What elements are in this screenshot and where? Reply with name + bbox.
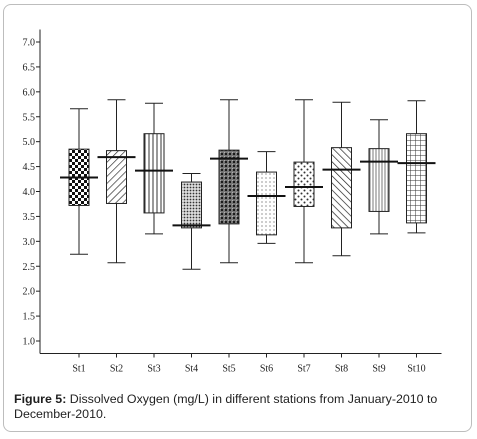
box-iqr bbox=[293, 161, 315, 207]
y-tick-label: 6.5 bbox=[23, 62, 36, 73]
box-iqr bbox=[256, 171, 277, 236]
boxplot-chart: 1.01.52.02.53.03.54.04.55.05.56.06.57.0 … bbox=[23, 29, 442, 374]
box-st4 bbox=[172, 173, 211, 270]
box-iqr bbox=[406, 133, 427, 224]
x-tick-label: St9 bbox=[372, 363, 385, 374]
y-tick-label: 7.0 bbox=[23, 38, 36, 49]
y-tick-label: 4.5 bbox=[23, 162, 36, 173]
box-st5 bbox=[210, 99, 248, 264]
box-st8 bbox=[322, 101, 361, 257]
x-tick-label: St6 bbox=[260, 363, 273, 374]
box-st9 bbox=[360, 119, 398, 235]
box-iqr bbox=[143, 133, 165, 214]
box-st7 bbox=[285, 99, 323, 264]
y-tick-label: 5.0 bbox=[23, 137, 36, 148]
y-tick-label: 5.5 bbox=[23, 112, 36, 123]
figure-caption: Figure 5: Dissolved Oxygen (mg/L) in dif… bbox=[14, 392, 466, 422]
box-st10 bbox=[397, 100, 436, 234]
box-iqr bbox=[218, 149, 240, 225]
x-tick-label: St4 bbox=[185, 363, 198, 374]
x-tick-label: St8 bbox=[335, 363, 348, 374]
caption-text: Dissolved Oxygen (mg/L) in different sta… bbox=[14, 392, 438, 421]
y-tick-label: 1.0 bbox=[23, 337, 36, 348]
box-st3 bbox=[135, 102, 173, 235]
y-tick-label: 3.0 bbox=[23, 237, 36, 248]
box-st2 bbox=[97, 99, 136, 264]
caption-label: Figure 5: bbox=[14, 392, 67, 406]
box-iqr bbox=[331, 147, 352, 229]
x-tick-label: St10 bbox=[407, 363, 425, 374]
x-tick-label: St2 bbox=[110, 363, 123, 374]
x-tick-label: St7 bbox=[297, 363, 310, 374]
box-iqr bbox=[368, 148, 390, 212]
y-tick-label: 1.5 bbox=[23, 312, 36, 323]
box-st1 bbox=[60, 108, 98, 255]
x-tick-label: St3 bbox=[147, 363, 160, 374]
y-tick-label: 3.5 bbox=[23, 212, 36, 223]
x-tick-label: St1 bbox=[72, 363, 85, 374]
box-st6 bbox=[247, 151, 286, 244]
box-iqr bbox=[181, 181, 202, 229]
y-tick-label: 6.0 bbox=[23, 87, 36, 98]
x-axis: St1 St2 St3 St4 St5 St6 St7 St8 St9 St10 bbox=[40, 352, 442, 374]
x-tick-label: St5 bbox=[222, 363, 235, 374]
y-axis: 1.0 1.5 2.0 2.5 3.0 3.5 4.0 4.5 5.0 5.5 6.0 6.5 7.0 bbox=[23, 29, 41, 354]
box-iqr bbox=[106, 150, 127, 204]
y-tick-label: 2.0 bbox=[23, 287, 36, 298]
y-tick-label: 4.0 bbox=[23, 187, 36, 198]
box-series bbox=[60, 99, 436, 270]
y-tick-label: 2.5 bbox=[23, 262, 36, 273]
